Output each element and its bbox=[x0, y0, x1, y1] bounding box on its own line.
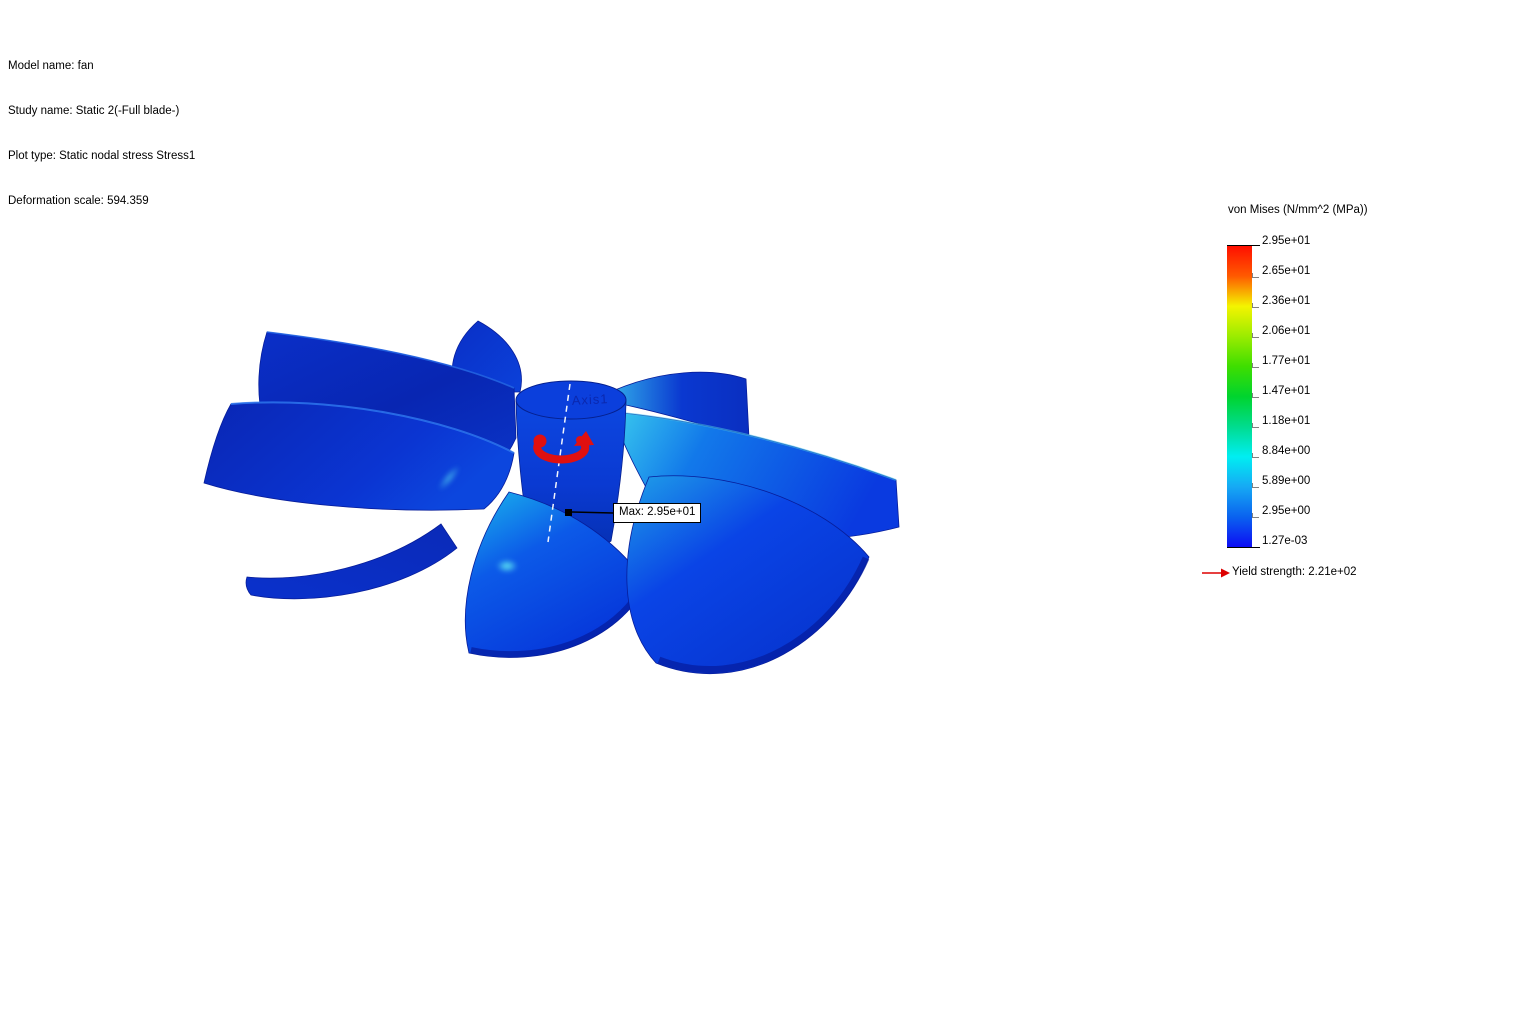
stress-legend: von Mises (N/mm^2 (MPa)) 2.95e+01 2.65e+… bbox=[1200, 200, 1450, 600]
legend-value: 2.36e+01 bbox=[1262, 295, 1311, 307]
legend-tick bbox=[1252, 303, 1259, 308]
legend-tick bbox=[1252, 333, 1259, 338]
legend-tick bbox=[1252, 393, 1259, 398]
rotation-arrow-icon bbox=[533, 431, 594, 464]
petal-cyan-glow bbox=[496, 559, 518, 573]
max-annotation[interactable]: Max: 2.95e+01 bbox=[613, 503, 702, 523]
legend-tick bbox=[1252, 423, 1259, 428]
legend-value: 1.47e+01 bbox=[1262, 385, 1311, 397]
legend-tick bbox=[1252, 513, 1259, 518]
legend-value: 1.77e+01 bbox=[1262, 355, 1311, 367]
legend-value: 5.89e+00 bbox=[1262, 475, 1311, 487]
fan-blade-hook bbox=[245, 523, 458, 600]
legend-tick bbox=[1252, 453, 1259, 458]
legend-colorbar[interactable] bbox=[1227, 246, 1252, 547]
root-cyan-glow bbox=[438, 465, 460, 491]
fan-blade-upper-left-edge bbox=[266, 331, 515, 389]
plot-type-line: Plot type: Static nodal stress Stress1 bbox=[8, 150, 196, 162]
fan-blade-bottom-right bbox=[626, 475, 870, 674]
legend-top-line bbox=[1227, 245, 1260, 246]
legend-bottom-line bbox=[1227, 547, 1260, 548]
plot-info: Model name: fan Study name: Static 2(-Fu… bbox=[8, 29, 195, 224]
deform-scale-line: Deformation scale: 594.359 bbox=[8, 195, 149, 207]
legend-value: 2.65e+01 bbox=[1262, 265, 1311, 277]
legend-value: 1.27e-03 bbox=[1262, 535, 1308, 547]
fan-blade-right-edge bbox=[611, 411, 897, 481]
model-name-line: Model name: fan bbox=[8, 60, 94, 72]
legend-value: 1.18e+01 bbox=[1262, 415, 1311, 427]
legend-tick bbox=[1252, 273, 1259, 278]
legend-value: 2.06e+01 bbox=[1262, 325, 1311, 337]
yield-strength-label: Yield strength: 2.21e+02 bbox=[1232, 566, 1357, 578]
legend-value: 2.95e+00 bbox=[1262, 505, 1311, 517]
axis-label: Axis1 bbox=[571, 391, 609, 408]
legend-value: 2.95e+01 bbox=[1262, 235, 1311, 247]
fan-blade-bottom-right-rim bbox=[657, 556, 870, 673]
fan-blade-left-edge bbox=[230, 401, 515, 454]
legend-value: 8.84e+00 bbox=[1262, 445, 1311, 457]
max-annotation-leader bbox=[565, 509, 614, 516]
fan-hub-top bbox=[515, 380, 627, 420]
legend-tick bbox=[1252, 483, 1259, 488]
yield-arrow-icon bbox=[1202, 568, 1230, 578]
fan-model[interactable]: Axis1 bbox=[203, 320, 900, 674]
fan-blade-bottom-center bbox=[464, 491, 648, 658]
legend-title: von Mises (N/mm^2 (MPa)) bbox=[1228, 204, 1368, 216]
study-name-line: Study name: Static 2(-Full blade-) bbox=[8, 105, 180, 117]
yield-strength-row: Yield strength: 2.21e+02 bbox=[1201, 565, 1449, 581]
legend-tick bbox=[1252, 363, 1259, 368]
